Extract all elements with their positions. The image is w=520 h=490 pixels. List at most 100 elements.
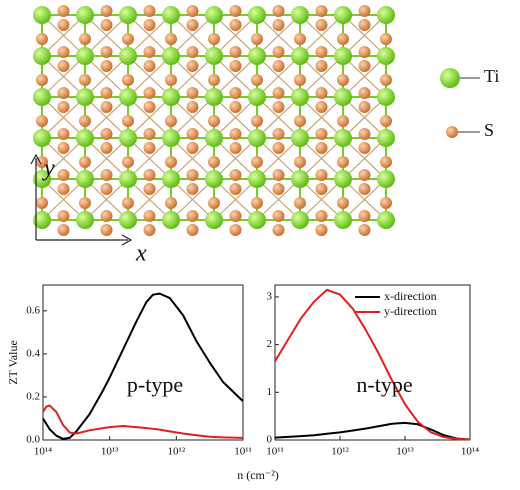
s-atom bbox=[358, 128, 371, 140]
series-line bbox=[42, 404, 244, 439]
ti-atom bbox=[162, 6, 180, 24]
ti-atom bbox=[334, 6, 352, 24]
ti-atom bbox=[33, 129, 51, 147]
s-atom bbox=[143, 46, 156, 58]
s-atom bbox=[229, 101, 242, 113]
s-atom bbox=[57, 46, 70, 58]
s-atom bbox=[315, 128, 328, 140]
bond bbox=[213, 55, 258, 98]
s-atom bbox=[57, 87, 70, 99]
s-atom bbox=[229, 5, 242, 17]
s-atom bbox=[358, 224, 371, 236]
s-atom bbox=[229, 183, 242, 195]
s-atom bbox=[79, 156, 91, 168]
ti-atom bbox=[76, 170, 94, 188]
x-tick-label: 10¹⁴ bbox=[34, 446, 52, 458]
s-atom bbox=[294, 197, 306, 209]
s-atom bbox=[57, 19, 70, 31]
s-atom bbox=[358, 19, 371, 31]
lattice-y-label: y bbox=[42, 156, 55, 182]
s-atom bbox=[380, 33, 392, 45]
s-atom bbox=[100, 210, 113, 222]
bond bbox=[213, 137, 258, 180]
s-atom bbox=[143, 60, 156, 72]
lattice-x-label: x bbox=[135, 241, 147, 267]
ti-atom bbox=[205, 6, 223, 24]
ti-atom bbox=[162, 170, 180, 188]
ti-atom bbox=[76, 211, 94, 229]
s-atom bbox=[165, 115, 177, 127]
s-atom bbox=[229, 46, 242, 58]
ti-atom bbox=[33, 88, 51, 106]
y-tick-label: 1 bbox=[267, 386, 273, 398]
s-atom bbox=[337, 197, 349, 209]
ti-atom bbox=[76, 129, 94, 147]
s-atom bbox=[100, 128, 113, 140]
s-atom bbox=[122, 33, 134, 45]
x-tick-label: 10¹⁴ bbox=[461, 446, 479, 458]
s-atom bbox=[315, 210, 328, 222]
bond bbox=[299, 137, 344, 180]
s-atom bbox=[165, 197, 177, 209]
s-atom bbox=[315, 5, 328, 17]
ti-atom bbox=[205, 211, 223, 229]
series-line bbox=[274, 421, 471, 441]
s-atom bbox=[165, 74, 177, 86]
x-arrow-head bbox=[121, 234, 133, 246]
bond bbox=[170, 14, 215, 57]
s-atom bbox=[358, 5, 371, 17]
s-atom bbox=[358, 210, 371, 222]
bond bbox=[127, 14, 172, 57]
s-atom bbox=[272, 19, 285, 31]
s-atom bbox=[208, 156, 220, 168]
y-tick-label: 0.6 bbox=[26, 304, 40, 316]
s-atom bbox=[229, 60, 242, 72]
bond bbox=[84, 14, 129, 57]
s-atom bbox=[380, 74, 392, 86]
s-atom bbox=[315, 224, 328, 236]
s-atom bbox=[57, 210, 70, 222]
s-atom bbox=[358, 183, 371, 195]
s-atom bbox=[229, 224, 242, 236]
s-atom bbox=[229, 210, 242, 222]
s-atom bbox=[315, 183, 328, 195]
x-tick-label: 10¹¹ bbox=[234, 446, 252, 458]
s-atom bbox=[358, 46, 371, 58]
s-atom bbox=[272, 210, 285, 222]
ti-atom bbox=[334, 129, 352, 147]
bond bbox=[213, 178, 258, 221]
s-atom bbox=[272, 169, 285, 181]
ti-atom bbox=[119, 211, 137, 229]
s-atom bbox=[143, 87, 156, 99]
legend-ti-atom bbox=[440, 68, 460, 88]
s-atom bbox=[186, 60, 199, 72]
s-atom bbox=[272, 101, 285, 113]
s-atom bbox=[186, 169, 199, 181]
s-atom bbox=[57, 60, 70, 72]
s-atom bbox=[79, 33, 91, 45]
bond bbox=[256, 14, 301, 57]
series-line bbox=[274, 288, 471, 441]
s-atom bbox=[57, 169, 70, 181]
bond bbox=[170, 178, 215, 221]
legend-s: S bbox=[484, 120, 494, 140]
s-atom bbox=[36, 74, 48, 86]
s-atom bbox=[143, 128, 156, 140]
ti-atom bbox=[119, 129, 137, 147]
bond bbox=[41, 96, 86, 139]
s-atom bbox=[100, 224, 113, 236]
s-atom bbox=[358, 142, 371, 154]
s-atom bbox=[186, 224, 199, 236]
ti-atom bbox=[33, 47, 51, 65]
bond bbox=[213, 14, 258, 57]
y-tick-label: 0 bbox=[267, 434, 273, 446]
s-atom bbox=[337, 74, 349, 86]
s-atom bbox=[251, 156, 263, 168]
ti-atom bbox=[291, 129, 309, 147]
ti-atom bbox=[377, 129, 395, 147]
s-atom bbox=[272, 87, 285, 99]
ti-atom bbox=[248, 47, 266, 65]
s-atom bbox=[229, 19, 242, 31]
ti-atom bbox=[248, 129, 266, 147]
